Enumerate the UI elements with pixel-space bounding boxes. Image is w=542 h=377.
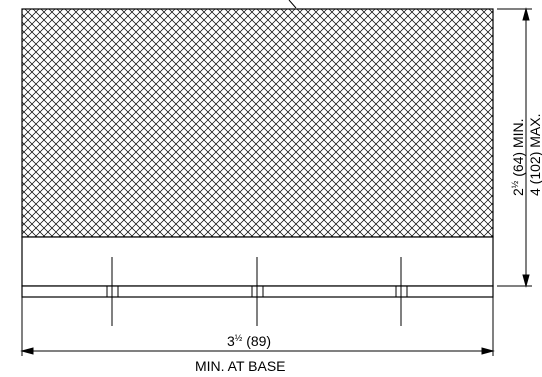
- post-center: [251, 257, 264, 326]
- width-note-label: MIN. AT BASE: [195, 358, 286, 374]
- height-dimension-lines: [497, 7, 532, 288]
- top-leader-line: [288, 0, 297, 9]
- width-dimension-lines: [20, 297, 495, 356]
- height-dimension-label: 2½ (64) MIN.: [510, 118, 526, 196]
- height-max-label: 4 (102) MAX.: [527, 114, 542, 196]
- post-left: [106, 257, 119, 326]
- width-dimension-label: 3½ (89): [227, 333, 271, 349]
- crosshatch-panel: [21, 8, 494, 238]
- post-right: [395, 257, 408, 326]
